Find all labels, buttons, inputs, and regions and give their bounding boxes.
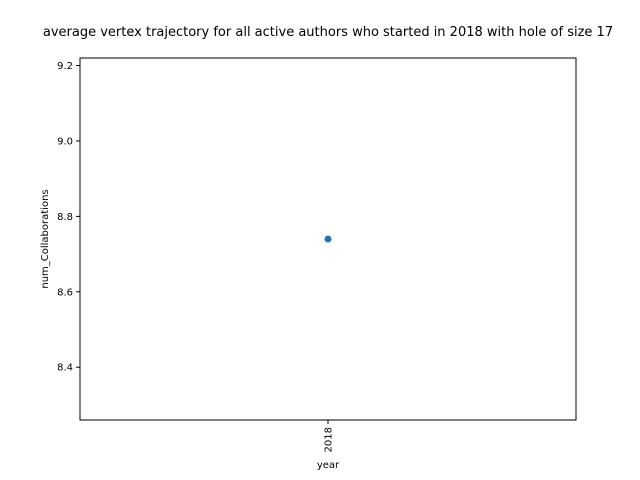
y-tick-label: 8.8 <box>57 212 73 223</box>
x-axis-label: year <box>317 460 340 471</box>
chart-title: average vertex trajectory for all active… <box>43 25 613 40</box>
y-tick-label: 8.4 <box>57 363 73 374</box>
x-tick-label: 2018 <box>324 427 335 452</box>
y-axis-label: num_Collaborations <box>40 189 51 288</box>
x-axis: 2018 <box>324 420 335 452</box>
data-point <box>324 235 332 243</box>
y-tick-label: 9.0 <box>57 136 73 147</box>
y-tick-label: 8.6 <box>57 287 73 298</box>
data-points <box>324 235 332 243</box>
y-axis: 8.4 8.6 8.8 9.0 9.2 <box>57 61 80 374</box>
y-tick-label: 9.2 <box>57 61 73 72</box>
